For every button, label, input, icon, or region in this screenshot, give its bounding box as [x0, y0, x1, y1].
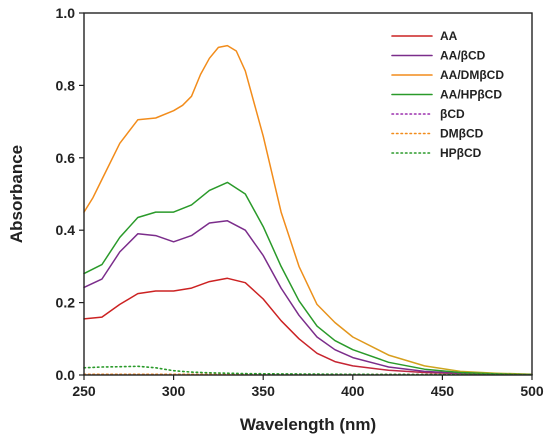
y-tick-label: 0.6 — [56, 150, 76, 166]
legend-label: AA — [440, 29, 458, 43]
y-tick-label: 0.4 — [56, 222, 76, 238]
x-axis-title: Wavelength (nm) — [240, 415, 376, 434]
legend-label: AA/DMβCD — [440, 68, 504, 82]
series-line-7 — [83, 365, 533, 376]
x-tick-label: 500 — [520, 383, 544, 399]
legend-label: DMβCD — [440, 127, 484, 141]
series-line-3 — [83, 44, 533, 376]
series-line-2 — [83, 220, 533, 376]
legend-label: AA/βCD — [440, 49, 486, 63]
legend-label: βCD — [440, 107, 465, 121]
series-line-4 — [83, 181, 533, 376]
x-tick-label: 250 — [72, 383, 96, 399]
x-tick-label: 450 — [431, 383, 455, 399]
y-tick-label: 0.8 — [56, 77, 76, 93]
ticks-layer: 250 300 350 400 450 500 0.0 0.2 0.4 0.6 0.8 1.0 — [56, 5, 544, 399]
y-tick-label: 1.0 — [56, 5, 76, 21]
series-line-1 — [83, 277, 533, 376]
legend-label: AA/HPβCD — [440, 88, 502, 102]
x-tick-label: 350 — [252, 383, 276, 399]
y-tick-label: 0.0 — [56, 367, 76, 383]
x-tick-label: 300 — [162, 383, 186, 399]
plot-frame — [83, 12, 533, 376]
x-tick-label: 400 — [341, 383, 365, 399]
y-tick-label: 0.2 — [56, 295, 76, 311]
legend-label: HPβCD — [440, 146, 482, 160]
y-axis-title: Absorbance — [7, 145, 26, 243]
legend: AA AA/βCD AA/DMβCD AA/HPβCD βCD DMβCD HPβCD — [391, 29, 504, 160]
